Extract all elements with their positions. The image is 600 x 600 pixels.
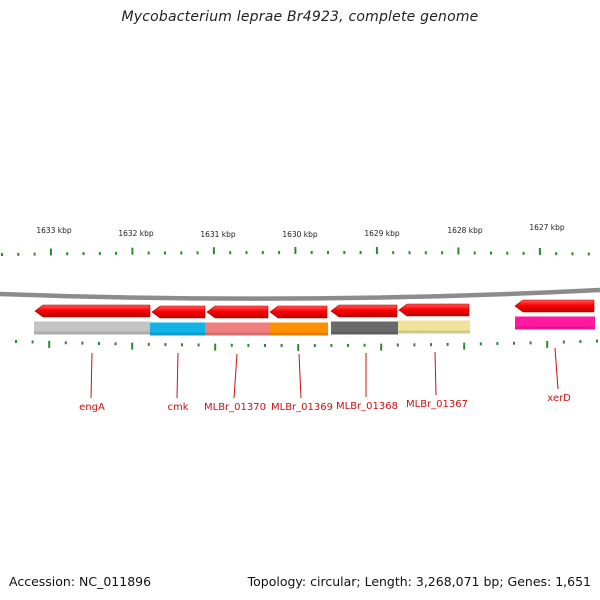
gene-bar-shade	[269, 332, 328, 336]
gene-label: engA	[79, 402, 105, 413]
label-leader	[176, 352, 179, 399]
label-leader-lines	[90, 347, 559, 399]
gene-label: MLBr_01367	[406, 399, 468, 410]
gene-bar	[398, 320, 470, 334]
gene-labels: engA cmk MLBr_01370 MLBr_01369 MLBr_01368 MLB…	[79, 393, 571, 413]
label-leader	[90, 352, 93, 399]
outer-tick-ring	[1, 247, 590, 257]
label-leader	[298, 353, 302, 399]
label-leader	[233, 353, 238, 399]
gene-label: MLBr_01369	[271, 402, 333, 413]
scale-labels: 1633 kbp 1632 kbp 1631 kbp 1630 kbp 1629 kbp…	[36, 223, 565, 239]
gene-bar	[34, 321, 150, 335]
gene-label: xerD	[547, 393, 571, 404]
gene-bar	[515, 316, 595, 330]
genome-backbone	[0, 287, 600, 301]
gene-arrow	[514, 299, 595, 313]
gene-bar-shade	[331, 331, 398, 335]
gene-bar	[150, 322, 205, 336]
gene-bar-shade	[34, 331, 150, 335]
scale-label: 1628 kbp	[447, 226, 483, 235]
topology-stats: Topology: circular; Length: 3,268,071 bp…	[247, 574, 591, 589]
scale-label: 1627 kbp	[529, 223, 565, 232]
scale-label: 1632 kbp	[118, 229, 154, 238]
label-leader	[434, 351, 437, 396]
inner-tick-ring	[15, 339, 598, 351]
gene-arrow	[269, 305, 328, 319]
gene-bar	[269, 322, 328, 336]
scale-label: 1631 kbp	[200, 230, 236, 239]
gene-bar	[331, 321, 398, 335]
gene-label: MLBr_01368	[336, 401, 398, 412]
gene-bar-shade	[150, 332, 205, 336]
gene-bar-shade	[205, 332, 269, 336]
gene-bar	[205, 322, 269, 336]
gene-arrow	[330, 304, 398, 318]
gene-label: MLBr_01370	[204, 402, 266, 413]
scale-label: 1630 kbp	[282, 230, 318, 239]
accession-label: Accession: NC_011896	[9, 574, 152, 589]
gene-arrow	[34, 304, 151, 318]
gene-arrow	[151, 305, 206, 319]
gene-arrow	[398, 303, 470, 317]
gene-bars	[34, 316, 595, 336]
label-leader	[554, 347, 559, 390]
genome-title: Mycobacterium leprae Br4923, complete ge…	[121, 9, 479, 25]
gene-bar-shade	[515, 326, 595, 330]
gene-arrow	[206, 305, 269, 319]
scale-label: 1629 kbp	[364, 229, 400, 238]
gene-arrows	[34, 299, 595, 319]
gene-label: cmk	[167, 402, 188, 413]
scale-label: 1633 kbp	[36, 226, 72, 235]
gene-bar-shade	[398, 330, 470, 334]
